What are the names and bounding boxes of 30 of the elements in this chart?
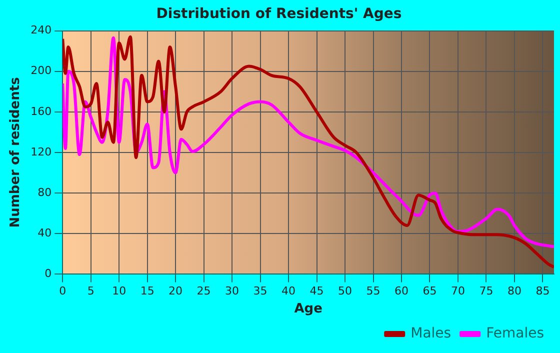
x-tick-label: 35	[253, 284, 268, 298]
y-tick-label: 240	[30, 24, 52, 37]
y-tick-label: 120	[30, 145, 52, 158]
x-tick-label: 60	[394, 284, 408, 298]
y-tick-label: 80	[38, 186, 52, 199]
y-tick-label: 0	[44, 267, 52, 280]
x-tick-label: 25	[196, 284, 211, 298]
legend-label: Females	[486, 326, 544, 342]
x-tick-label: 50	[338, 284, 352, 298]
x-tick-label: 45	[310, 284, 324, 298]
x-tick-label: 15	[140, 284, 154, 298]
x-tick-label: 75	[479, 284, 494, 298]
x-tick-label: 30	[225, 284, 240, 298]
x-tick-label: 65	[422, 284, 437, 298]
x-tick-label: 10	[112, 284, 126, 298]
x-tick-label: 20	[168, 284, 183, 298]
chart-title: Distribution of Residents' Ages	[156, 6, 402, 22]
x-tick-label: 5	[87, 284, 94, 298]
x-tick-label: 70	[450, 284, 465, 298]
y-tick-label: 160	[30, 104, 52, 118]
y-axis-title: Number of residents	[8, 76, 24, 228]
x-axis-title: Age	[294, 302, 323, 317]
legend-label: Males	[410, 326, 452, 342]
y-tick-label: 40	[38, 226, 52, 240]
x-tick-label: 55	[366, 284, 380, 298]
x-tick-label: 40	[282, 284, 296, 298]
x-tick-label: 85	[536, 284, 550, 298]
x-tick-label: 80	[507, 284, 522, 298]
y-tick-label: 200	[30, 64, 52, 78]
x-tick-label: 0	[59, 284, 66, 298]
